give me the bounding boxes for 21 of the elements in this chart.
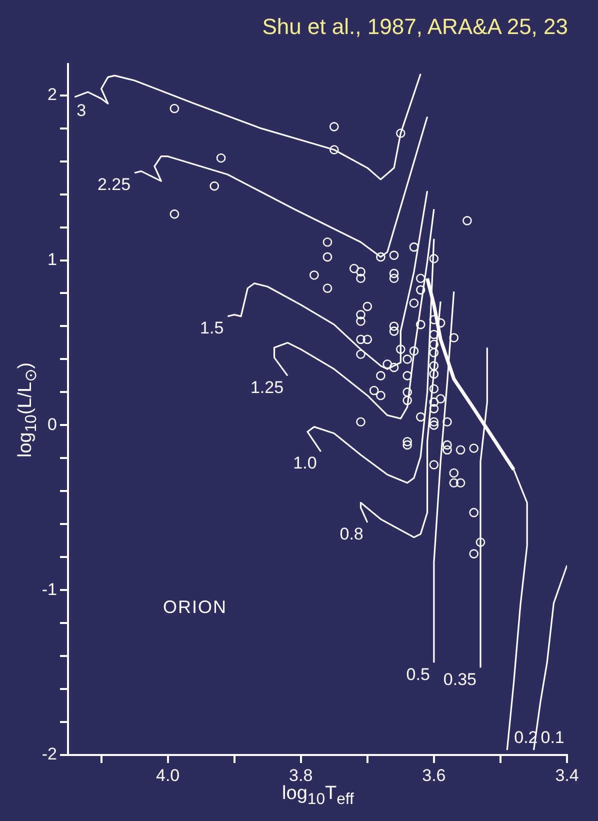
y-tick-label: 2: [48, 85, 57, 104]
x-tick-label: 3.6: [422, 766, 446, 785]
series-label: 0.1: [540, 728, 564, 748]
series-label: 0.8: [340, 524, 364, 544]
series-label: 0.35: [443, 670, 477, 689]
series-label: 2.25: [97, 175, 131, 194]
series-label: 1.5: [200, 318, 224, 338]
y-tick-label: 0: [48, 414, 57, 434]
series-label: 1.0: [293, 454, 317, 473]
annotation: ORION: [163, 597, 228, 618]
x-tick-label: 3.4: [555, 766, 579, 785]
x-axis-title: log$_{10}$T$_{eff}$: [282, 783, 354, 809]
y-tick-label: 1: [48, 250, 57, 269]
series-label: 3: [76, 101, 86, 120]
y-tick-label: -1: [42, 580, 57, 599]
x-tick-label: 4.0: [156, 766, 180, 785]
series-label: 1.25: [250, 378, 284, 397]
y-tick-label: -2: [42, 744, 57, 764]
series-label: 0.5: [406, 664, 430, 684]
chart-title: Shu et al., 1987, ARA&A 25, 23: [262, 14, 568, 40]
x-tick-label: 3.8: [289, 766, 313, 785]
